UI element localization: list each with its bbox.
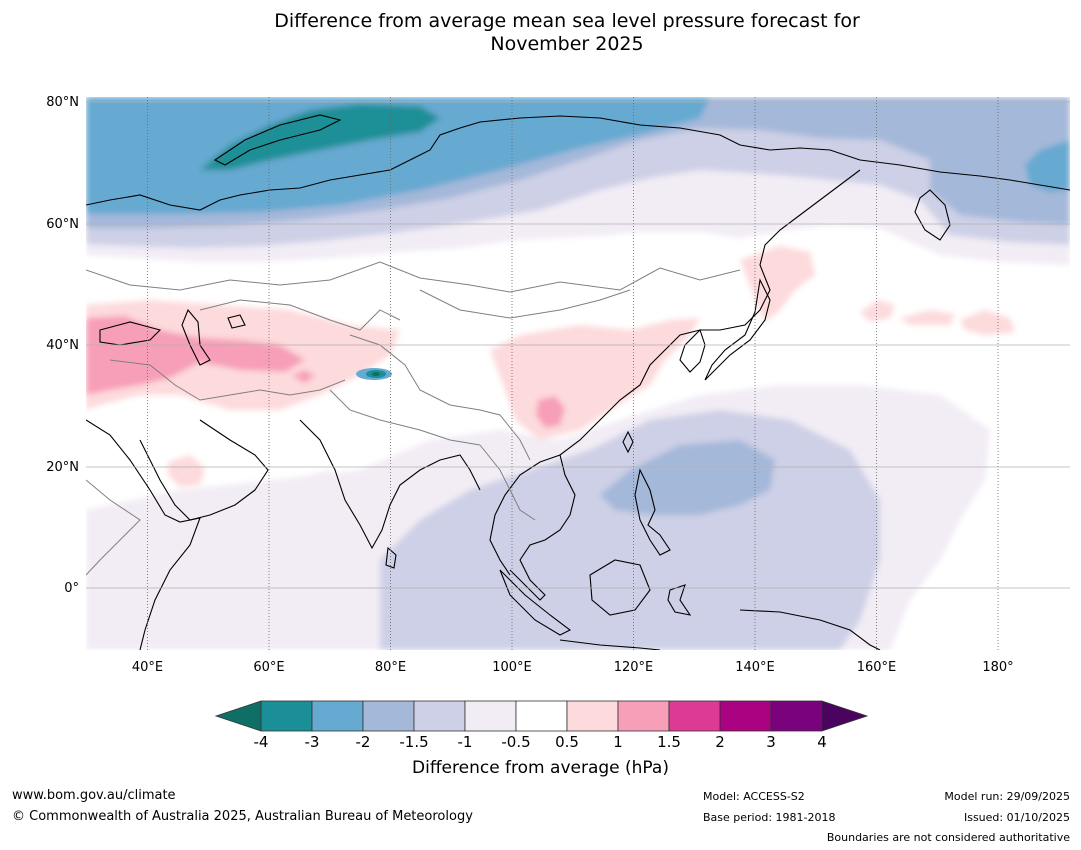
footer-model: Model: ACCESS-S2 (703, 790, 805, 803)
colorbar-segment (515, 700, 568, 732)
coast-sumatra (499, 569, 572, 636)
border-middle-east (109, 359, 346, 401)
meridians (147, 97, 999, 650)
lat-label-80n: 80°N (46, 95, 79, 110)
colorbar-tick: 3 (766, 733, 776, 751)
colorbar-tick: -1 (457, 733, 473, 751)
colorbar-tick: 1 (613, 733, 623, 751)
coast-europe-arctic (86, 115, 1070, 211)
coast-kamchatka (914, 189, 951, 241)
colorbar-tick: -1.5 (399, 733, 429, 751)
colorbar-tick: 0.5 (555, 733, 579, 751)
anomaly-tropics-minus-1.5 (600, 440, 775, 515)
border-russia-south (86, 261, 741, 293)
lon-label-140e: 140°E (735, 660, 775, 675)
coast-sulawesi (667, 584, 692, 616)
lon-label-100e: 100°E (492, 660, 532, 675)
colorbar-label: Difference from average (hPa) (412, 758, 669, 778)
footer-model-run: Model run: 29/09/2025 (944, 790, 1070, 803)
anomaly-band-plus-0.5-pac1 (860, 300, 895, 322)
coast-sri-lanka (385, 546, 397, 569)
footer-issued: Issued: 01/10/2025 (963, 811, 1070, 824)
title-line-2: November 2025 (490, 33, 644, 55)
lon-label-40e: 40°E (131, 660, 164, 675)
anomaly-band-minus-2 (86, 97, 710, 214)
anomaly-band-minus-3 (200, 104, 440, 170)
title-line-1: Difference from average mean sea level p… (274, 10, 860, 32)
anomaly-tibet-core (372, 372, 380, 376)
anomaly-band-plus-1-china (536, 396, 565, 428)
coast-caspian (181, 308, 211, 366)
pressure-anomaly-map (86, 97, 1070, 650)
colorbar-segment (464, 700, 517, 732)
border-kazakhstan (199, 299, 401, 331)
border-mongolia (419, 289, 631, 319)
colorbar-tick: 1.5 (657, 733, 681, 751)
colorbar-tick: 2 (715, 733, 725, 751)
border-africa (86, 479, 141, 576)
coast-new-guinea (739, 609, 881, 650)
colorbar-segment (413, 700, 466, 732)
anomaly-band-plus-1-himalaya (292, 370, 315, 383)
footer-disclaimer: Boundaries are not considered authoritat… (826, 831, 1070, 844)
coast-philippines (634, 468, 671, 556)
colorbar-tick: -3 (304, 733, 320, 751)
coast-novaya-zemlya (213, 114, 342, 166)
coast-java (559, 639, 661, 650)
colorbar-segments (214, 700, 869, 732)
colorbar-segment (719, 700, 772, 732)
colorbar-segment (770, 700, 823, 732)
coast-borneo (589, 559, 651, 616)
lon-label-180: 180° (982, 660, 1014, 675)
colorbar-segment (566, 700, 619, 732)
anomaly-band-plus-0.5-pac3 (960, 310, 1015, 335)
anomaly-band-plus-0.5-arabia (168, 455, 205, 487)
country-borders (86, 261, 741, 576)
colorbar-segment (311, 700, 364, 732)
coast-japan (704, 278, 771, 381)
coast-taiwan (622, 430, 634, 454)
coast-aral (227, 314, 246, 329)
colorbar-extend-low (214, 700, 262, 732)
colorbar-segment (668, 700, 721, 732)
parallels (86, 101, 1070, 589)
coast-east-asia (489, 169, 861, 576)
lat-label-0: 0° (64, 581, 79, 596)
border-china-west (349, 334, 531, 461)
colorbar-extend-high (821, 700, 869, 732)
chart-title: Difference from average mean sea level p… (0, 10, 1081, 56)
colorbar-tick: -4 (253, 733, 269, 751)
anomaly-band-plus-0.5-pac2 (900, 310, 955, 325)
anomaly-north-atlantic-small (290, 470, 345, 500)
footer-copyright: © Commonwealth of Australia 2025, Austra… (12, 809, 473, 824)
coast-arabia (139, 419, 269, 521)
colorbar-tick: -0.5 (501, 733, 531, 751)
colorbar-tick: -2 (355, 733, 371, 751)
colorbar (214, 700, 869, 732)
anomaly-band-plus-0.5-ne (740, 246, 815, 322)
lon-label-60e: 60°E (253, 660, 285, 675)
footer-website[interactable]: www.bom.gov.au/climate (12, 788, 176, 803)
colorbar-segment (362, 700, 415, 732)
lon-label-80e: 80°E (374, 660, 407, 675)
border-india-north (329, 389, 481, 446)
coastlines (86, 114, 1070, 650)
coast-black-sea (99, 321, 162, 346)
coast-india (299, 419, 481, 550)
lat-label-40n: 40°N (46, 338, 79, 353)
coast-africa-east (86, 419, 201, 650)
colorbar-segment (260, 700, 313, 732)
colorbar-tick: 4 (817, 733, 827, 751)
anomaly-band-minus-2-east (1025, 140, 1070, 192)
lon-label-120e: 120°E (613, 660, 654, 675)
colorbar-segment (617, 700, 670, 732)
border-se-asia (479, 444, 536, 521)
coast-indochina (509, 454, 576, 601)
lat-label-20n: 20°N (46, 460, 79, 475)
lon-label-160e: 160°E (856, 660, 897, 675)
footer-base-period: Base period: 1981-2018 (703, 811, 836, 824)
lat-label-60n: 60°N (46, 217, 79, 232)
